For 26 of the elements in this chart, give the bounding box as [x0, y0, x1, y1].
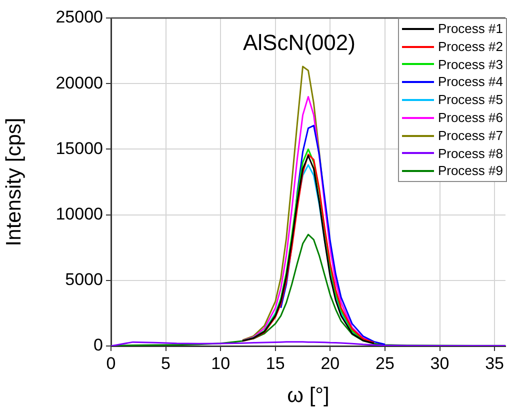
legend-label: Process #1 — [438, 20, 503, 38]
legend-label: Process #9 — [438, 162, 503, 180]
legend-label: Process #8 — [438, 144, 503, 162]
x-tick-label: 5 — [161, 354, 171, 373]
x-axis-title: ω [°] — [287, 384, 330, 408]
legend-label: Process #4 — [438, 73, 503, 92]
x-tick-label: 30 — [430, 354, 450, 373]
legend-label: Process #3 — [438, 56, 503, 74]
y-axis-title: Intensity [cps] — [2, 118, 26, 246]
x-tick-label: 25 — [376, 354, 394, 373]
y-tick-label: 20000 — [56, 73, 103, 92]
legend-label: Process #5 — [438, 91, 503, 109]
legend-label: Process #6 — [438, 108, 503, 127]
x-tick-label: 20 — [320, 354, 340, 373]
y-tick-label: 0 — [94, 336, 103, 355]
y-tick-label: 15000 — [56, 138, 103, 158]
y-tick-label: 5000 — [65, 270, 103, 290]
legend-label: Process #7 — [438, 126, 503, 145]
x-tick-label: 35 — [485, 354, 504, 373]
x-tick-label: 0 — [106, 354, 116, 373]
x-tick-label: 10 — [211, 354, 230, 373]
text: AlScN(002) — [243, 30, 356, 56]
x-tick-label: 15 — [266, 354, 285, 373]
y-tick-label: 25000 — [56, 8, 103, 27]
y-tick-label: 10000 — [56, 204, 103, 224]
legend-label: Process #2 — [438, 38, 503, 56]
